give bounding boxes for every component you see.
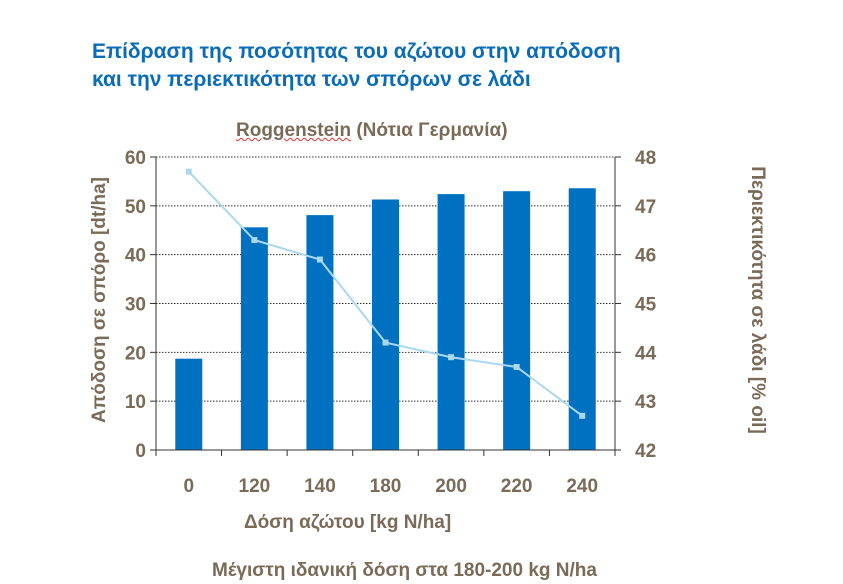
y2-tick-label: 43 [635,392,656,413]
oil-point-200 [448,354,455,361]
chart-title: Επίδραση της ποσότητας του αζώτου στην α… [92,38,621,94]
x-tick-label: 180 [370,476,402,497]
x-tick-label: 0 [183,476,194,497]
x-tick-label: 220 [501,476,533,497]
y2-tick-label: 47 [635,197,656,218]
oil-point-180 [382,339,389,346]
oil-point-0 [185,168,192,175]
y2-tick-label: 44 [635,343,657,364]
x-axis-label: Δόση αζώτου [kg N/ha] [244,512,452,533]
oil-point-240 [579,412,586,419]
title-line-1: Επίδραση της ποσότητας του αζώτου στην α… [92,40,621,63]
y2-tick-label: 45 [635,295,657,316]
title-line-2: και την περιεκτικότητα των σπόρων σε λάδ… [92,68,531,91]
oil-point-140 [316,256,323,263]
y-tick-label: 60 [125,148,146,169]
oil-point-120 [251,237,258,244]
x-tick-label: 240 [566,476,598,497]
bar-200 [437,194,465,450]
subtitle-rest: (Νότια Γερμανία) [351,120,508,141]
bar-240 [568,188,596,450]
x-tick-label: 200 [435,476,467,497]
bar-180 [372,199,399,450]
bar-120 [240,227,268,450]
y2-tick-label: 48 [635,148,656,169]
subtitle-place: Roggenstein [236,120,352,141]
y-tick-label: 50 [125,197,146,218]
y-tick-label: 20 [125,343,146,364]
bar-140 [306,215,334,450]
y-tick-label: 30 [125,295,146,316]
x-tick-label: 140 [304,476,336,497]
chart-subtitle: Roggenstein (Νότια Γερμανία) [236,120,508,142]
y-tick-label: 0 [135,441,146,462]
oil-point-220 [513,363,520,370]
y-tick-label: 40 [125,246,146,267]
y2-tick-label: 46 [635,246,656,267]
bar-0 [175,358,203,450]
bar-220 [503,191,531,450]
y2-tick-label: 42 [635,441,656,462]
footnote: Μέγιστη ιδανική δόση στα 180-200 kg N/ha [212,560,597,581]
y-tick-label: 10 [125,392,146,413]
x-tick-label: 120 [239,476,271,497]
